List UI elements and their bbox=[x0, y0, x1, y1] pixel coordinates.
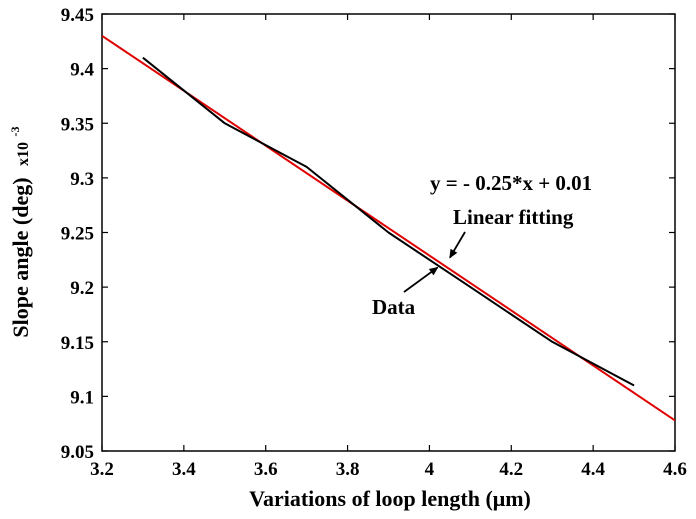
axis-ticks bbox=[101, 13, 676, 452]
x-tick-labels: 3.2 3.4 3.6 3.8 4 4.2 4.4 4.6 bbox=[90, 459, 687, 480]
y-axis-title-group: Slope angle (deg) x10 -3 bbox=[8, 126, 33, 337]
x-tick-label: 4.4 bbox=[581, 459, 605, 480]
y-tick-label: 9.4 bbox=[70, 60, 94, 81]
x-tick-label: 4.2 bbox=[499, 459, 523, 480]
linear-fitting-arrow bbox=[449, 231, 466, 259]
series-layer bbox=[102, 34, 675, 422]
y-axis-exponent: -3 bbox=[8, 126, 22, 136]
y-tick-label: 9.15 bbox=[61, 333, 94, 354]
x-tick-label: 3.6 bbox=[254, 459, 278, 480]
x-tick-label: 3.4 bbox=[172, 459, 196, 480]
y-tick-label: 9.45 bbox=[61, 5, 94, 26]
fit-equation-annotation: y = - 0.25*x + 0.01 bbox=[430, 171, 592, 195]
linear-fitting-annotation: Linear fitting bbox=[453, 205, 574, 229]
data-arrow bbox=[403, 266, 439, 293]
y-tick-label: 9.35 bbox=[61, 114, 94, 135]
y-axis-title: Slope angle (deg) x10 -3 bbox=[8, 126, 33, 337]
y-axis-multiplier: x10 bbox=[15, 142, 32, 166]
y-tick-label: 9.05 bbox=[61, 442, 94, 463]
y-tick-label: 9.1 bbox=[70, 387, 94, 408]
x-axis-title: Variations of loop length (μm) bbox=[249, 486, 531, 511]
data-series-line bbox=[142, 56, 635, 387]
y-tick-label: 9.3 bbox=[70, 169, 94, 190]
x-tick-label: 4 bbox=[425, 459, 435, 480]
y-tick-label: 9.2 bbox=[70, 278, 94, 299]
y-tick-labels: 9.05 9.1 9.15 9.2 9.25 9.3 9.35 9.4 9.45 bbox=[61, 5, 95, 463]
data-annotation: Data bbox=[372, 295, 416, 319]
y-axis-label: Slope angle (deg) bbox=[8, 177, 33, 337]
y-tick-label: 9.25 bbox=[61, 224, 94, 245]
x-tick-label: 3.8 bbox=[336, 459, 360, 480]
x-tick-label: 4.6 bbox=[663, 459, 687, 480]
x-tick-label: 3.2 bbox=[90, 459, 114, 480]
